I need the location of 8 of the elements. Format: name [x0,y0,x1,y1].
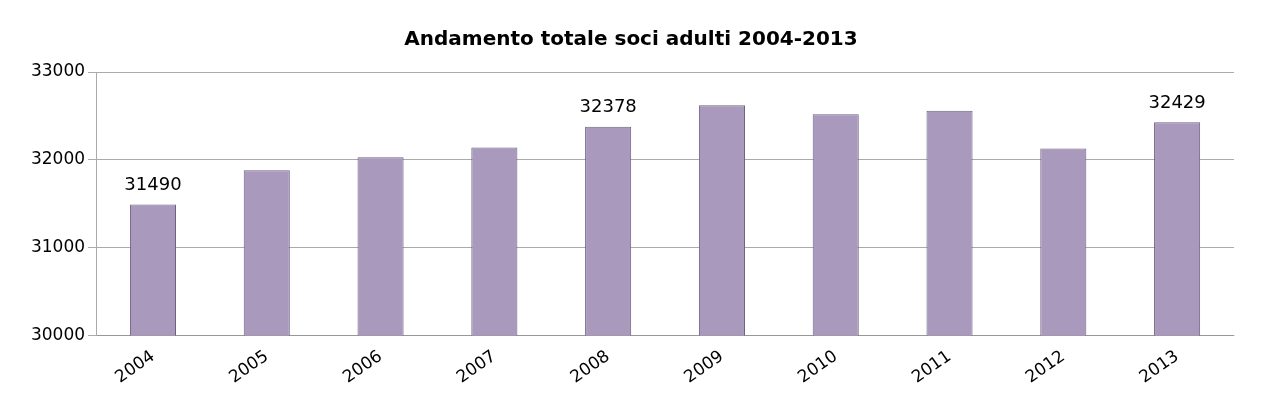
chart-title: Andamento totale soci adulti 2004-2013 [404,26,858,51]
data-label: 32378 [579,95,637,117]
data-label: 32429 [1148,90,1206,112]
y-tick-label: 33000 [30,60,86,81]
y-tick-label: 31000 [30,236,86,257]
y-tick-label: 30000 [30,323,86,344]
data-label: 31490 [124,173,182,195]
y-tick-label: 32000 [30,148,86,169]
